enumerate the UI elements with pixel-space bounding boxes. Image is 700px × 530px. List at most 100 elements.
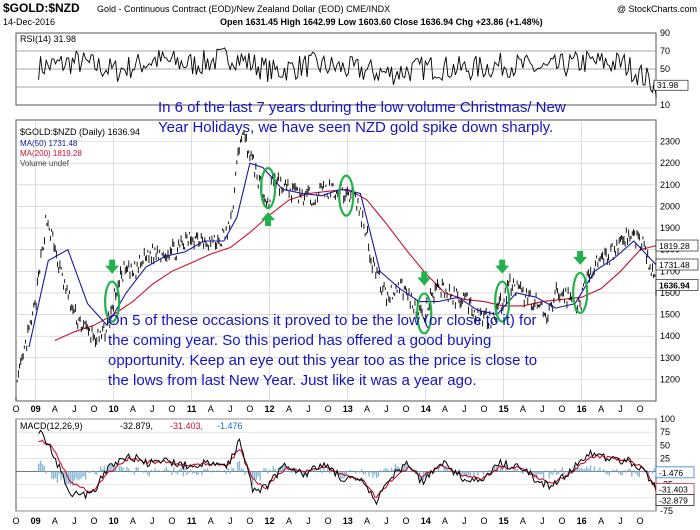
annotation-bottom-line-2: the coming year. So this period has offe… bbox=[108, 332, 491, 349]
down-arrow-icon bbox=[573, 250, 588, 265]
ohlc-summary: Open 1631.45 High 1642.99 Low 1603.60 Cl… bbox=[220, 17, 543, 27]
annotation-top: In 6 of the last 7 years during the low … bbox=[158, 99, 570, 136]
x-tick-label: A bbox=[442, 404, 448, 414]
x-tick-label: O bbox=[12, 516, 19, 526]
x-tick-label: A bbox=[130, 516, 136, 526]
macd-tick-label: 75 bbox=[660, 427, 670, 437]
annotation-bottom-line-3: opportunity. Keep an eye out this year t… bbox=[108, 352, 537, 369]
x-tick-label: A bbox=[598, 404, 604, 414]
x-tick-label: 12 bbox=[265, 404, 275, 414]
x-tick-label: 15 bbox=[499, 404, 509, 414]
x-tick-label: 09 bbox=[31, 404, 41, 414]
up-arrow-icon bbox=[261, 212, 276, 227]
macd-legend: MACD(12,26,9) -32.879, -31.403, -1.476 bbox=[20, 421, 243, 431]
macd-legend-signal: -31.403, bbox=[170, 421, 203, 431]
rsi-legend: RSI(14) 31.98 bbox=[20, 34, 76, 44]
x-tick-label: A bbox=[442, 516, 448, 526]
x-tick-label: 10 bbox=[109, 516, 119, 526]
down-arrow-icon bbox=[495, 259, 510, 274]
macd-legend-hist: -1.476 bbox=[217, 421, 243, 431]
x-tick-label: J bbox=[150, 404, 155, 414]
holiday-low-marker bbox=[416, 292, 433, 335]
rsi-tick-label: 90 bbox=[660, 28, 670, 38]
price-tick-label: 1200 bbox=[660, 374, 680, 384]
x-tick-label: A bbox=[208, 404, 214, 414]
x-tick-label: A bbox=[208, 516, 214, 526]
x-tick-label: J bbox=[228, 516, 233, 526]
x-tick-label: O bbox=[325, 516, 332, 526]
price-value-label: 1819.28 bbox=[659, 241, 690, 251]
x-tick-label: O bbox=[12, 404, 19, 414]
macd-value-box bbox=[655, 466, 695, 479]
macd-tick-label: -75 bbox=[660, 506, 673, 516]
x-tick-label: O bbox=[246, 404, 253, 414]
chart-symbol: $GOLD:$NZD bbox=[3, 1, 80, 15]
x-tick-label: 14 bbox=[421, 516, 431, 526]
rsi-tick-label: 70 bbox=[660, 46, 670, 56]
x-tick-label: J bbox=[540, 516, 545, 526]
x-tick-label: O bbox=[481, 516, 488, 526]
x-axis: O O 09 09 A A J J O O 10 10 A A J J O O 11 11 A A J J O O 12 12 A A J J… bbox=[12, 404, 643, 526]
x-tick-label: O bbox=[637, 404, 644, 414]
ma200-legend-item: MA(200) 1819.28 bbox=[20, 149, 82, 158]
annotation-bottom-line-1: On 5 of these occasions it proved to be … bbox=[108, 312, 537, 329]
x-tick-label: O bbox=[403, 404, 410, 414]
price-legend-item: $GOLD:$NZD (Daily) 1636.94 bbox=[20, 127, 140, 137]
price-tick-label: 1700 bbox=[660, 266, 680, 276]
price-tick-label: 1400 bbox=[660, 331, 680, 341]
x-tick-label: A bbox=[598, 516, 604, 526]
x-tick-label: J bbox=[306, 404, 311, 414]
chart-date: 14-Dec-2016 bbox=[3, 17, 55, 27]
rsi-value-box bbox=[653, 79, 689, 91]
price-value-box bbox=[655, 258, 699, 271]
x-tick-label: O bbox=[168, 404, 175, 414]
holiday-low-marker bbox=[259, 166, 277, 210]
price-chart: 1200130014001500160017001800190020002100… bbox=[15, 120, 699, 401]
x-tick-label: 11 bbox=[187, 516, 197, 526]
annotation-top-line-1: In 6 of the last 7 years during the low … bbox=[158, 99, 566, 116]
x-tick-label: O bbox=[559, 404, 566, 414]
rsi-line bbox=[38, 47, 657, 98]
macd-tick-label: 100 bbox=[660, 414, 675, 424]
macd-line bbox=[38, 429, 657, 506]
x-tick-label: J bbox=[72, 404, 77, 414]
x-tick-label: 16 bbox=[577, 404, 587, 414]
x-tick-label: A bbox=[520, 404, 526, 414]
x-tick-label: O bbox=[90, 404, 97, 414]
holiday-low-marker bbox=[494, 280, 511, 323]
rsi-value-label: 31.98 bbox=[657, 80, 679, 90]
x-tick-label: O bbox=[481, 404, 488, 414]
x-tick-label: J bbox=[384, 404, 389, 414]
x-tick-label: J bbox=[618, 516, 623, 526]
brand-label: @ StockCharts.com bbox=[617, 4, 697, 14]
macd-tick-label: 25 bbox=[660, 453, 670, 463]
macd-signal-line bbox=[38, 439, 657, 499]
x-tick-label: 14 bbox=[421, 404, 431, 414]
price-tick-label: 1500 bbox=[660, 310, 680, 320]
price-tick-label: 1900 bbox=[660, 223, 680, 233]
x-tick-label: J bbox=[384, 516, 389, 526]
x-tick-label: A bbox=[286, 404, 292, 414]
x-tick-label: 12 bbox=[265, 516, 275, 526]
macd-value-label: -1.476 bbox=[659, 468, 683, 478]
x-tick-label: 15 bbox=[499, 516, 509, 526]
holiday-low-marker bbox=[572, 271, 589, 315]
x-tick-label: 09 bbox=[31, 516, 41, 526]
macd-value-label: -32.879 bbox=[659, 495, 688, 505]
ma200-line bbox=[54, 188, 657, 342]
chart-description: Gold - Continuous Contract (EOD)/New Zea… bbox=[97, 4, 390, 14]
macd-tick-label: 50 bbox=[660, 440, 670, 450]
ma50-legend-item: MA(50) 1731.48 bbox=[20, 139, 78, 148]
x-tick-label: 16 bbox=[577, 516, 587, 526]
price-value-label: 1636.94 bbox=[659, 280, 690, 290]
down-arrow-icon bbox=[105, 259, 120, 274]
x-tick-label: A bbox=[520, 516, 526, 526]
x-tick-label: J bbox=[540, 404, 545, 414]
x-tick-label: J bbox=[228, 404, 233, 414]
x-tick-label: A bbox=[364, 404, 370, 414]
x-tick-label: 10 bbox=[109, 404, 119, 414]
annotation-bottom-line-4: the lows from last New Year. Just like i… bbox=[108, 372, 477, 389]
x-tick-label: 13 bbox=[343, 516, 353, 526]
x-tick-label: J bbox=[72, 516, 77, 526]
